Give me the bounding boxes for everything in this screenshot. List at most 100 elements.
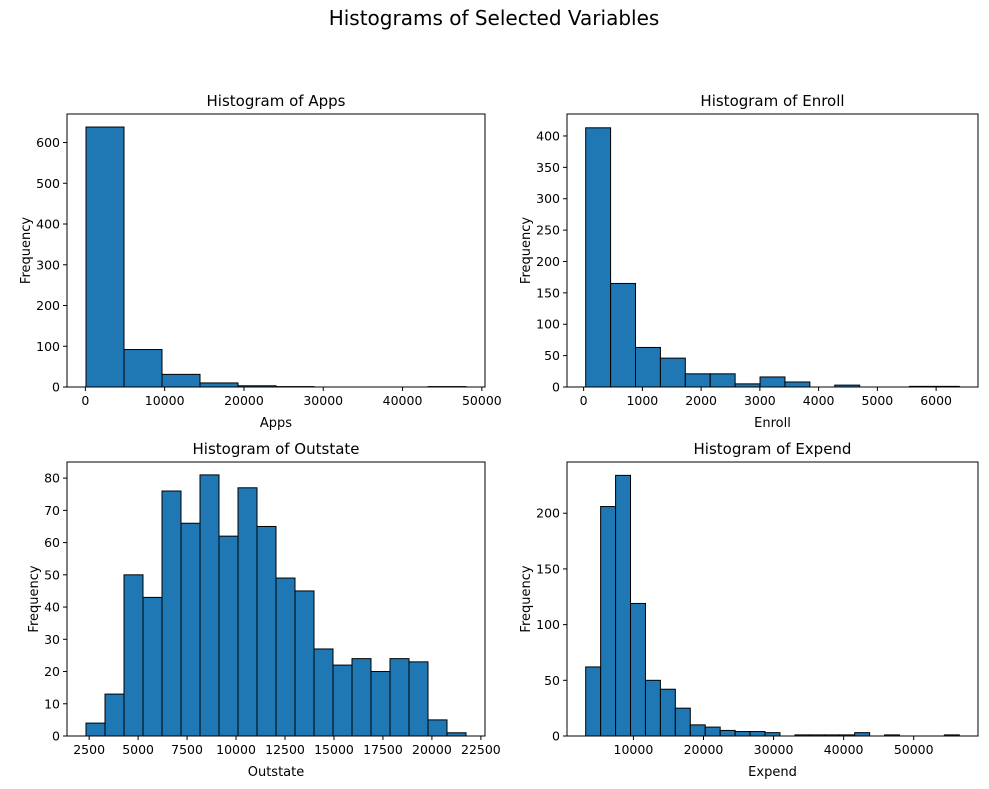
apps-y-tick-label: 400 <box>36 217 60 232</box>
expend-bar <box>659 688 676 737</box>
apps-title: Histogram of Apps <box>207 92 346 110</box>
expend-bar <box>719 729 736 737</box>
apps-x-tick-label: 50000 <box>462 393 502 408</box>
outstate-bar <box>427 719 448 737</box>
apps-bar <box>123 349 163 388</box>
outstate-y-tick-label: 80 <box>44 471 60 486</box>
panel-outstate: 2500 5000 7500 10000 12500 15000 17500 20000 225… <box>27 440 501 780</box>
enroll-bar <box>709 373 736 388</box>
outstate-x-tick-label: 22500 <box>461 742 501 757</box>
outstate-x-axis-label: Outstate <box>248 765 305 780</box>
expend-x-tick-label: 40000 <box>824 742 864 757</box>
figure-suptitle: Histograms of Selected Variables <box>329 6 660 30</box>
expend-bar <box>615 474 632 737</box>
enroll-y-tick-label: 250 <box>536 223 560 238</box>
enroll-y-tick-label: 150 <box>536 285 560 300</box>
apps-y-axis-label: Frequency <box>19 217 34 284</box>
apps-y-tick-label: 100 <box>36 339 60 354</box>
outstate-x-tick-label: 7500 <box>171 742 203 757</box>
outstate-x-tick-label: 2500 <box>73 742 105 757</box>
expend-bar <box>689 724 706 737</box>
outstate-bar <box>142 596 163 737</box>
apps-y-tick-label: 500 <box>36 176 60 191</box>
expend-y-tick-label: 200 <box>536 506 560 521</box>
apps-x-axis-label: Apps <box>260 416 292 431</box>
apps-x-tick-label: 20000 <box>224 393 264 408</box>
apps-x-tick-label: 40000 <box>383 393 423 408</box>
outstate-x-tick-label: 17500 <box>363 742 403 757</box>
outstate-x-tick-label: 12500 <box>265 742 305 757</box>
expend-bar <box>704 726 721 737</box>
expend-bar <box>644 679 661 737</box>
outstate-bar <box>85 722 106 737</box>
expend-bar <box>764 732 781 737</box>
enroll-x-tick-label: 5000 <box>861 393 893 408</box>
enroll-y-tick-label: 300 <box>536 191 560 206</box>
enroll-x-tick-label: 4000 <box>803 393 835 408</box>
expend-bar <box>585 666 602 737</box>
expend-bar <box>734 731 751 737</box>
outstate-bar <box>237 487 258 737</box>
outstate-y-tick-label: 0 <box>52 729 60 744</box>
enroll-y-tick-label: 350 <box>536 160 560 175</box>
outstate-y-tick-label: 40 <box>44 600 60 615</box>
enroll-x-tick-label: 6000 <box>920 393 952 408</box>
apps-x-tick-label: 10000 <box>145 393 185 408</box>
enroll-y-tick-label: 400 <box>536 128 560 143</box>
expend-bar <box>674 707 691 737</box>
enroll-y-tick-label: 0 <box>552 380 560 395</box>
apps-bar <box>85 126 125 388</box>
outstate-bar <box>351 658 372 737</box>
outstate-y-tick-label: 10 <box>44 696 60 711</box>
expend-y-tick-label: 50 <box>544 673 560 688</box>
outstate-plot-frame <box>66 461 486 737</box>
outstate-y-tick-label: 60 <box>44 535 60 550</box>
expend-title: Histogram of Expend <box>694 440 852 458</box>
outstate-bar <box>199 474 220 737</box>
outstate-y-tick-label: 50 <box>44 567 60 582</box>
apps-plot-frame <box>66 113 486 388</box>
apps-bar <box>161 373 201 388</box>
enroll-x-axis-label: Enroll <box>754 416 791 431</box>
apps-y-tick-label: 600 <box>36 135 60 150</box>
panel-expend: 10000 20000 30000 40000 50000 0 50 100 150 200 His… <box>519 440 979 780</box>
expend-bar <box>749 731 766 737</box>
enroll-plot-frame <box>566 113 979 388</box>
apps-bar <box>199 382 239 388</box>
outstate-x-tick-label: 5000 <box>122 742 154 757</box>
expend-y-tick-label: 100 <box>536 617 560 632</box>
outstate-bar <box>389 658 410 737</box>
outstate-title: Histogram of Outstate <box>193 440 360 458</box>
panel-apps: 0 10000 20000 30000 40000 50000 0 100 200 300 400 5… <box>19 92 502 431</box>
enroll-x-tick-label: 0 <box>580 393 588 408</box>
expend-x-axis-label: Expend <box>748 765 797 780</box>
apps-x-tick-label: 30000 <box>303 393 343 408</box>
enroll-bar <box>759 376 786 388</box>
apps-x-tick-label: 0 <box>81 393 89 408</box>
outstate-y-tick-label: 20 <box>44 664 60 679</box>
enroll-bar <box>659 357 686 388</box>
expend-y-tick-label: 0 <box>552 729 560 744</box>
outstate-bar <box>313 648 334 737</box>
outstate-y-tick-label: 30 <box>44 632 60 647</box>
enroll-y-tick-label: 50 <box>544 348 560 363</box>
outstate-y-tick-label: 70 <box>44 503 60 518</box>
enroll-bar <box>610 282 636 388</box>
panel-enroll: 0 1000 2000 3000 4000 5000 6000 0 50 100 150 200 250… <box>519 92 979 431</box>
outstate-bar <box>123 574 144 737</box>
apps-y-tick-label: 200 <box>36 298 60 313</box>
outstate-bar <box>218 535 239 737</box>
expend-y-axis-label: Frequency <box>519 565 534 632</box>
outstate-bar <box>256 525 277 737</box>
enroll-bar <box>635 346 661 388</box>
enroll-y-axis-label: Frequency <box>519 217 534 284</box>
enroll-x-tick-label: 2000 <box>685 393 717 408</box>
outstate-bar <box>161 490 182 737</box>
enroll-x-tick-label: 3000 <box>744 393 776 408</box>
enroll-title: Histogram of Enroll <box>700 92 844 110</box>
expend-x-tick-label: 30000 <box>754 742 794 757</box>
enroll-bar <box>684 373 711 388</box>
outstate-bar <box>104 693 125 737</box>
outstate-x-tick-label: 20000 <box>412 742 452 757</box>
outstate-bar <box>332 664 353 737</box>
